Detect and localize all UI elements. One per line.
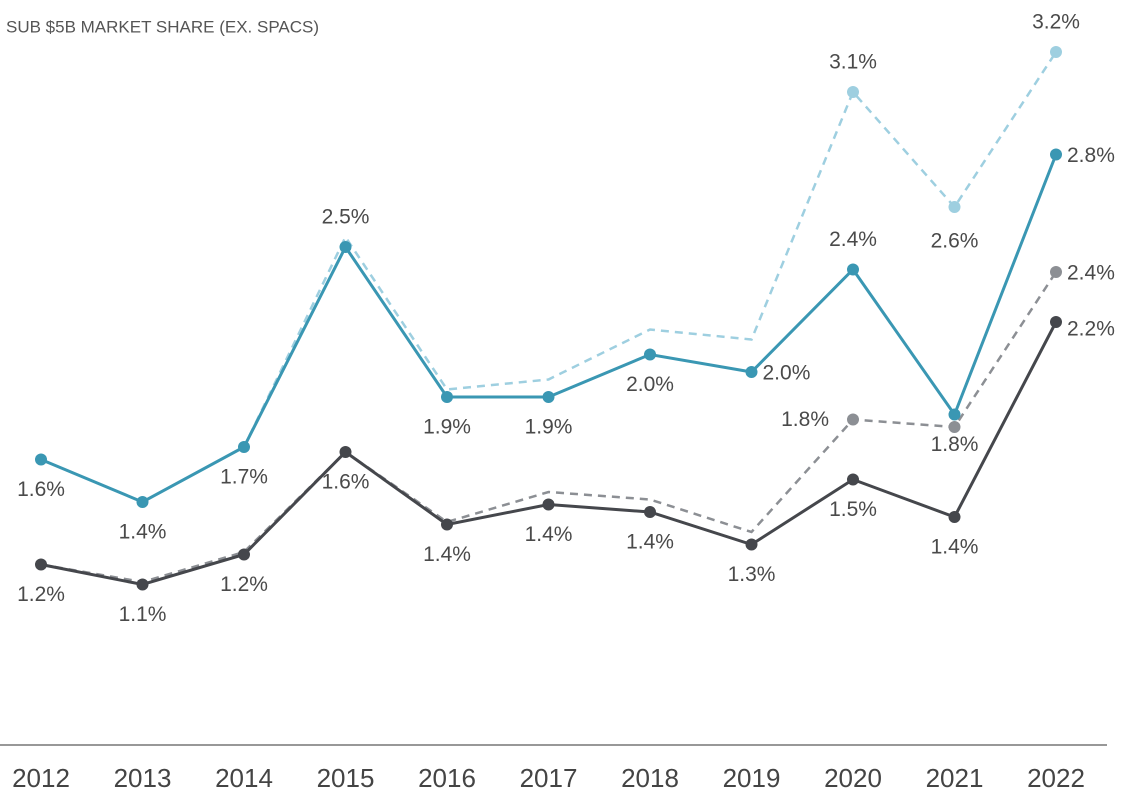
value-label: 1.5% xyxy=(829,498,877,521)
x-tick-label: 2019 xyxy=(723,763,781,793)
x-tick-label: 2018 xyxy=(621,763,679,793)
point-marker xyxy=(644,506,656,518)
point-marker xyxy=(542,498,555,511)
point-marker xyxy=(238,441,250,453)
x-tick-label: 2017 xyxy=(520,763,578,793)
series-line xyxy=(40,271,1058,584)
value-label: 3.2% xyxy=(1032,11,1080,34)
point-marker xyxy=(745,366,758,378)
value-label: 1.4% xyxy=(626,531,674,554)
value-label: 2.5% xyxy=(322,206,370,229)
value-label: 1.8% xyxy=(781,408,829,431)
value-label: 1.8% xyxy=(931,433,979,456)
point-marker xyxy=(847,473,859,486)
value-label: 1.6% xyxy=(17,478,65,501)
x-tick-label: 2021 xyxy=(926,763,984,793)
point-marker xyxy=(948,408,961,421)
value-label: 2.4% xyxy=(1067,262,1115,285)
value-label: 1.1% xyxy=(119,603,167,626)
value-label: 1.4% xyxy=(931,536,979,559)
series-line xyxy=(40,153,1058,504)
point-marker xyxy=(1050,148,1062,161)
point-marker xyxy=(1050,46,1062,58)
x-tick-label: 2022 xyxy=(1027,763,1085,793)
x-tick-label: 2014 xyxy=(215,763,273,793)
point-marker xyxy=(644,348,656,361)
point-marker xyxy=(35,453,47,466)
value-label: 1.9% xyxy=(423,416,471,439)
point-marker xyxy=(136,496,149,508)
x-tick-label: 2012 xyxy=(12,763,70,793)
point-marker xyxy=(948,201,961,213)
value-label: 2.0% xyxy=(763,362,811,385)
point-marker xyxy=(441,391,453,403)
point-marker xyxy=(847,86,859,98)
point-marker xyxy=(948,421,961,433)
value-label: 1.4% xyxy=(119,521,167,544)
value-label: 1.7% xyxy=(220,466,268,489)
value-label: 1.6% xyxy=(322,471,370,494)
value-label: 2.8% xyxy=(1067,144,1115,167)
point-marker xyxy=(35,558,47,571)
value-label: 1.4% xyxy=(423,543,471,566)
point-marker xyxy=(339,241,352,253)
value-label: 2.4% xyxy=(829,228,877,251)
value-label: 1.2% xyxy=(220,573,268,596)
point-marker xyxy=(441,518,453,531)
point-marker xyxy=(1050,266,1062,278)
point-marker xyxy=(339,446,352,458)
value-label: 3.1% xyxy=(829,51,877,74)
point-marker xyxy=(745,538,758,551)
point-marker xyxy=(847,413,859,426)
point-marker xyxy=(542,391,555,403)
value-label: 2.0% xyxy=(626,373,674,396)
value-label: 1.9% xyxy=(525,416,573,439)
point-marker xyxy=(1050,316,1062,328)
value-label: 1.3% xyxy=(728,563,776,586)
point-marker xyxy=(948,511,961,523)
value-label: 2.2% xyxy=(1067,318,1115,341)
x-tick-label: 2013 xyxy=(114,763,172,793)
value-label: 1.4% xyxy=(525,523,573,546)
value-label: 1.2% xyxy=(17,583,65,606)
x-tick-label: 2020 xyxy=(824,763,882,793)
chart-subtitle: SUB $5B MARKET SHARE (EX. SPACS) xyxy=(6,17,319,36)
point-marker xyxy=(136,578,149,591)
x-tick-label: 2016 xyxy=(418,763,476,793)
point-marker xyxy=(847,263,859,276)
x-tick-label: 2015 xyxy=(317,763,375,793)
value-label: 2.6% xyxy=(931,230,979,253)
point-marker xyxy=(238,548,250,561)
